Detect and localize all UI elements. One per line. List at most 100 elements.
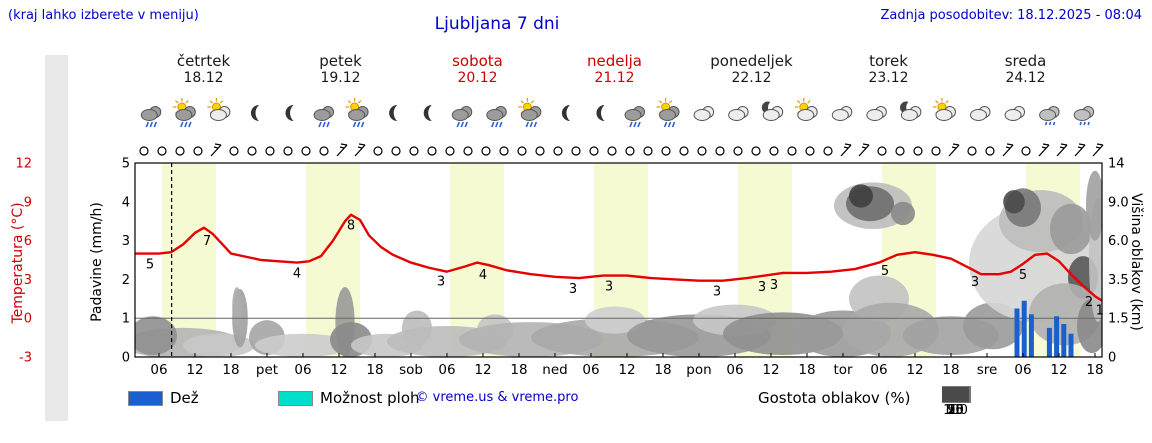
sun-cloud-icon bbox=[207, 98, 231, 121]
calm-wind-icon bbox=[319, 146, 329, 156]
rain-bar bbox=[1054, 316, 1060, 357]
calm-wind-icon bbox=[517, 146, 527, 156]
x-tick-label: sob bbox=[399, 362, 423, 378]
x-tick-label: 18 bbox=[1086, 362, 1103, 378]
calm-wind-icon bbox=[301, 146, 311, 156]
day-name: petek bbox=[319, 52, 362, 70]
temperature-value-label: 3 bbox=[437, 274, 445, 289]
temperature-value-label: 3 bbox=[758, 280, 766, 295]
wind-barb-icon bbox=[948, 143, 960, 157]
precip-tick-label: 3 bbox=[122, 234, 130, 249]
x-tick-label: 12 bbox=[618, 362, 635, 378]
calm-wind-icon bbox=[967, 146, 977, 156]
temperature-tick-label: -3 bbox=[19, 351, 32, 366]
copyright-link[interactable]: © vreme.us & vreme.pro bbox=[415, 390, 579, 405]
wind-barb-icon bbox=[336, 143, 348, 157]
rain-icon bbox=[140, 106, 162, 128]
x-tick-label: 06 bbox=[438, 362, 455, 378]
x-tick-label: 06 bbox=[582, 362, 599, 378]
calm-wind-icon bbox=[607, 146, 617, 156]
calm-wind-icon bbox=[805, 146, 815, 156]
x-tick-label: 12 bbox=[906, 362, 923, 378]
cloud-cover-blob bbox=[891, 201, 915, 226]
cloud-cover-blob bbox=[232, 287, 242, 326]
x-tick-label: 06 bbox=[150, 362, 167, 378]
cloud-density-label: Gostota oblakov (%) bbox=[758, 389, 911, 407]
sun-cloud-icon bbox=[794, 98, 818, 121]
x-tick-label: 12 bbox=[474, 362, 491, 378]
cloud-cover-blob bbox=[1086, 170, 1102, 241]
day-date: 21.12 bbox=[594, 70, 635, 86]
temperature-line bbox=[135, 213, 1102, 302]
x-tick-label: 18 bbox=[942, 362, 959, 378]
drizzle-icon bbox=[1073, 106, 1095, 126]
cloud-cover-blob bbox=[585, 306, 645, 334]
calm-wind-icon bbox=[535, 146, 545, 156]
temperature-tick-label: 0 bbox=[24, 312, 32, 327]
x-tick-label: sre bbox=[977, 362, 998, 378]
left-axis-strip bbox=[45, 55, 68, 421]
temperature-value-label: 4 bbox=[479, 268, 487, 283]
temperature-tick-label: 3 bbox=[24, 273, 32, 288]
cloud-cover-blob bbox=[402, 310, 432, 346]
day-name: sobota bbox=[452, 52, 503, 70]
cloud-cover-blob bbox=[255, 333, 351, 357]
rain-icon bbox=[313, 106, 335, 128]
rain-icon bbox=[486, 106, 507, 128]
day-date: 24.12 bbox=[1005, 70, 1046, 86]
plot-frame bbox=[134, 162, 1103, 358]
day-column: ponedeljek 22.12 bbox=[683, 52, 820, 87]
cloud-cover-blob bbox=[1003, 190, 1025, 214]
temperature-value-label: 1 bbox=[1096, 303, 1104, 318]
rain-bar bbox=[1061, 324, 1067, 357]
day-date: 20.12 bbox=[457, 70, 498, 86]
x-tick-label: 18 bbox=[366, 362, 383, 378]
cloud-icon bbox=[728, 106, 749, 121]
calm-wind-icon bbox=[895, 146, 905, 156]
calm-wind-icon bbox=[679, 146, 689, 156]
rain-legend-swatch bbox=[128, 391, 163, 406]
x-tick-label: 12 bbox=[1050, 362, 1067, 378]
temperature-value-label: 3 bbox=[569, 282, 577, 297]
precip-tick-label: 2 bbox=[122, 273, 130, 288]
wind-barb-icon bbox=[1002, 143, 1014, 157]
density-tick-label: 100 bbox=[943, 403, 968, 418]
wind-barb-icon bbox=[858, 143, 870, 157]
calm-wind-icon bbox=[247, 146, 257, 156]
x-tick-label: pon bbox=[686, 362, 711, 378]
rain-bar bbox=[1021, 300, 1027, 357]
calm-wind-icon bbox=[643, 146, 653, 156]
calm-wind-icon bbox=[499, 146, 509, 156]
temperature-value-label: 5 bbox=[146, 258, 154, 273]
calm-wind-icon bbox=[787, 146, 797, 156]
day-date: 18.12 bbox=[183, 70, 224, 86]
rain-bar bbox=[1068, 333, 1074, 357]
calm-wind-icon bbox=[733, 146, 743, 156]
density-tick-label: 90 bbox=[947, 403, 964, 418]
cloud-height-tick-label: 9.0 bbox=[1108, 195, 1129, 210]
calm-wind-icon bbox=[1021, 146, 1031, 156]
calm-wind-icon bbox=[985, 146, 995, 156]
density-tick-label: 25 bbox=[947, 403, 964, 418]
cloud-height-tick-label: 6.0 bbox=[1108, 234, 1129, 249]
cloud-cover-blob bbox=[849, 184, 873, 208]
x-tick-label: pet bbox=[256, 362, 278, 378]
cloud-height-tick-label: 1.5 bbox=[1108, 312, 1129, 327]
calm-wind-icon bbox=[697, 146, 707, 156]
cloud-icon bbox=[970, 106, 991, 121]
calm-wind-icon bbox=[589, 146, 599, 156]
moon-cloud-icon bbox=[900, 101, 922, 121]
calm-wind-icon bbox=[553, 146, 563, 156]
x-tick-label: 06 bbox=[726, 362, 743, 378]
calm-wind-icon bbox=[625, 146, 635, 156]
moon-icon bbox=[250, 105, 259, 121]
rain-legend-label: Dež bbox=[170, 389, 199, 407]
x-tick-label: 06 bbox=[1014, 362, 1031, 378]
x-tick-label: 18 bbox=[654, 362, 671, 378]
day-name: nedelja bbox=[586, 52, 642, 70]
day-column: četrtek 18.12 bbox=[135, 52, 272, 87]
shower-legend-label: Možnost ploh bbox=[320, 389, 420, 407]
calm-wind-icon bbox=[193, 146, 203, 156]
x-tick-label: 12 bbox=[762, 362, 779, 378]
